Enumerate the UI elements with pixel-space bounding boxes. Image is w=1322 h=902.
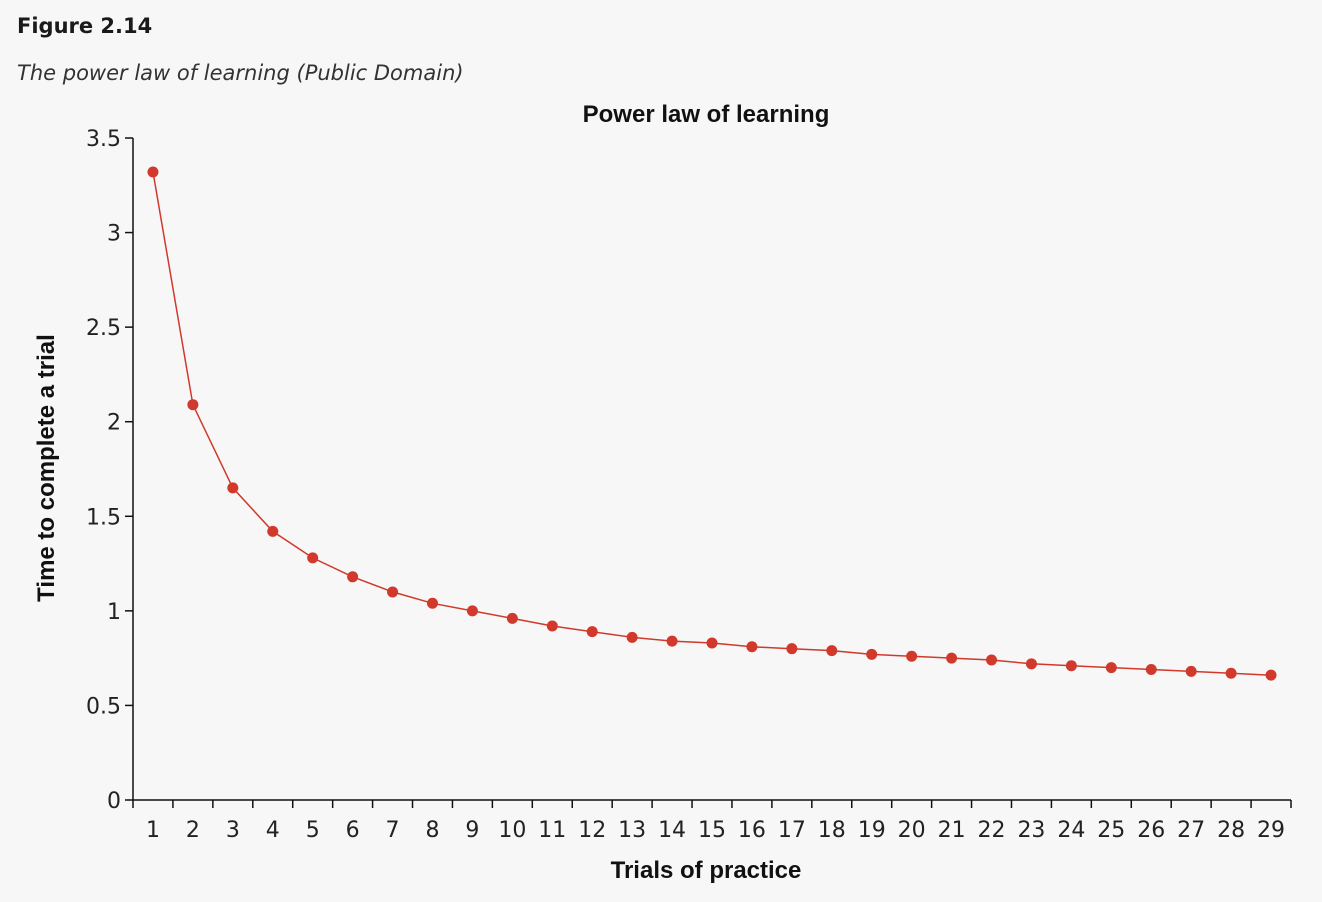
y-axis-label: Time to complete a trial — [33, 334, 60, 602]
data-point — [426, 597, 438, 609]
x-tick-label: 22 — [978, 818, 1006, 843]
data-point — [786, 643, 798, 655]
data-point — [666, 635, 678, 647]
data-point — [1145, 663, 1157, 675]
x-tick-label: 24 — [1057, 818, 1085, 843]
figure-caption: The power law of learning (Public Domain… — [17, 61, 464, 85]
data-point — [466, 605, 478, 617]
x-tick-label: 12 — [578, 818, 606, 843]
x-axis-label: Trials of practice — [611, 857, 802, 884]
data-point — [347, 571, 359, 583]
x-tick-label: 26 — [1137, 818, 1165, 843]
data-point — [267, 525, 279, 537]
data-point — [187, 399, 199, 411]
figure-label: Figure 2.14 — [17, 14, 153, 38]
data-point — [586, 626, 598, 638]
series-line — [152, 171, 1272, 676]
y-tick-label: 3.5 — [86, 127, 121, 152]
data-point — [1105, 662, 1117, 674]
data-point — [1225, 667, 1237, 679]
x-tick-label: 21 — [938, 818, 966, 843]
y-tick-label: 2.5 — [86, 316, 121, 341]
data-point — [1025, 658, 1037, 670]
x-tick-label: 5 — [306, 818, 320, 843]
x-tick-label: 29 — [1257, 818, 1285, 843]
data-point — [826, 645, 838, 657]
x-tick-label: 15 — [698, 818, 726, 843]
data-point — [227, 482, 239, 494]
x-tick-label: 3 — [226, 818, 240, 843]
data-point — [626, 631, 638, 643]
data-point — [706, 637, 718, 649]
data-point — [387, 586, 399, 598]
x-tick-label: 4 — [266, 818, 280, 843]
x-tick-label: 7 — [386, 818, 400, 843]
data-point — [866, 648, 878, 660]
series-time-per-trial — [147, 166, 1277, 681]
data-point — [1185, 665, 1197, 677]
x-tick-label: 16 — [738, 818, 766, 843]
x-tick-label: 27 — [1177, 818, 1205, 843]
x-tick-label: 17 — [778, 818, 806, 843]
x-tick-label: 1 — [146, 818, 160, 843]
data-point — [946, 652, 958, 664]
y-tick-label: 0 — [107, 789, 121, 814]
chart-title: Power law of learning — [583, 101, 830, 128]
x-tick-label: 13 — [618, 818, 646, 843]
data-point — [1065, 660, 1077, 672]
data-point — [906, 650, 918, 662]
data-point — [746, 641, 758, 653]
x-tick-label: 10 — [498, 818, 526, 843]
x-tick-label: 14 — [658, 818, 686, 843]
y-tick-label: 1.5 — [86, 505, 121, 530]
data-point — [307, 552, 319, 564]
y-tick-label: 3 — [107, 222, 121, 247]
x-tick-label: 28 — [1217, 818, 1245, 843]
x-tick-label: 18 — [818, 818, 846, 843]
x-tick-label: 23 — [1017, 818, 1045, 843]
data-point — [506, 612, 518, 624]
data-point — [546, 620, 558, 632]
data-point — [1265, 669, 1277, 681]
x-tick-label: 6 — [346, 818, 360, 843]
y-tick-label: 2 — [107, 411, 121, 436]
x-tick-label: 19 — [858, 818, 886, 843]
x-tick-label: 11 — [538, 818, 566, 843]
x-tick-label: 8 — [425, 818, 439, 843]
y-tick-label: 1 — [107, 600, 121, 625]
x-tick-label: 20 — [898, 818, 926, 843]
x-tick-label: 25 — [1097, 818, 1125, 843]
x-tick-label: 9 — [465, 818, 479, 843]
data-point — [986, 654, 998, 666]
axes: 00.511.522.533.51 2 3 4 5 6 7 8 9 10 11 12 13 14 15 16 1… — [86, 127, 1292, 843]
data-point — [147, 166, 159, 178]
y-tick-label: 0.5 — [86, 694, 121, 719]
x-tick-label: 2 — [186, 818, 200, 843]
